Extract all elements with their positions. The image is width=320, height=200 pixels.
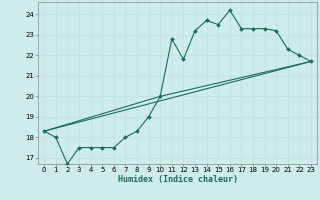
- X-axis label: Humidex (Indice chaleur): Humidex (Indice chaleur): [118, 175, 238, 184]
